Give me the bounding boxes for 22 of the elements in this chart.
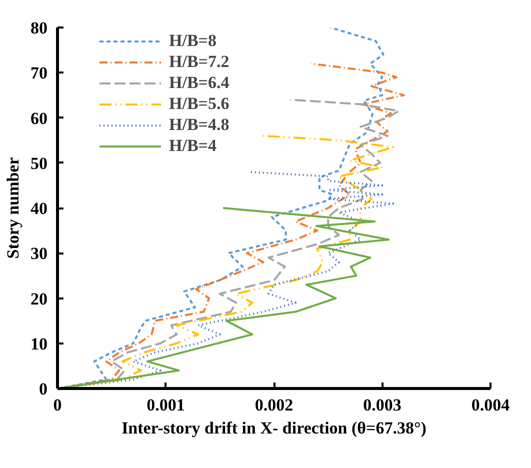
y-tick-label: 30 (30, 244, 48, 264)
x-axis-title: Inter-story drift in X- direction (θ=67.38°) (122, 418, 426, 438)
y-tick-label: 0 (39, 380, 48, 398)
y-tick-label: 70 (30, 64, 48, 83)
y-tick-label: 40 (30, 199, 48, 218)
x-tick-label: 0.003 (363, 396, 402, 414)
legend-label: H/B=7.2 (169, 52, 230, 72)
y-tick-label: 80 (30, 18, 48, 38)
x-tick-label: 0.004 (471, 396, 510, 414)
y-tick-label: 50 (30, 154, 48, 173)
y-tick-label: 60 (30, 108, 48, 128)
x-tick-label: 0.002 (254, 396, 294, 414)
legend-label: H/B=4 (169, 136, 216, 156)
y-axis-title: Story number (4, 156, 22, 259)
legend-label: H/B=6.4 (169, 73, 230, 93)
legend-label: H/B=8 (169, 31, 216, 51)
y-tick-label: 10 (30, 334, 48, 354)
legend-label: H/B=4.8 (169, 115, 230, 135)
legend-label: H/B=5.6 (169, 94, 230, 114)
x-tick-label: 0 (53, 396, 62, 414)
x-tick-label: 0.001 (146, 396, 185, 414)
y-tick-label: 20 (30, 289, 48, 308)
